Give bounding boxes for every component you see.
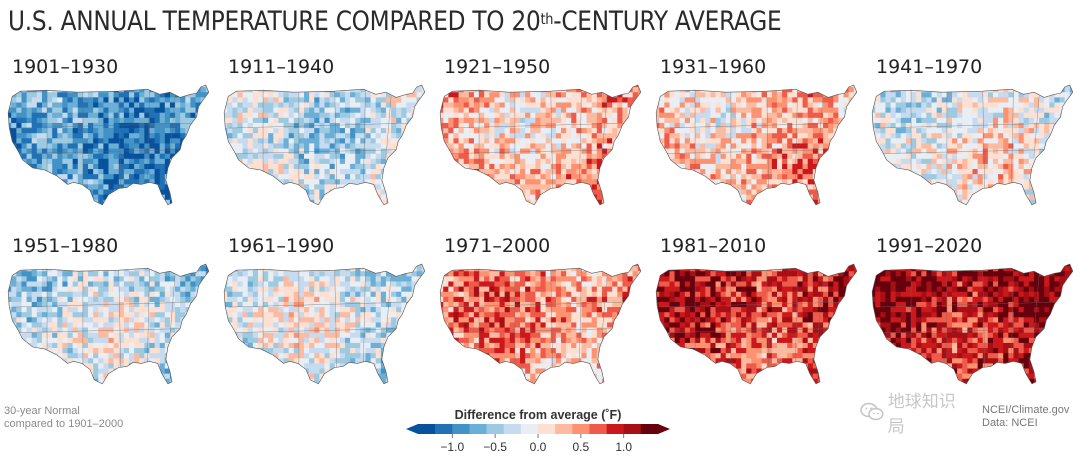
us-temperature-map [871, 84, 1074, 206]
legend-swatch [486, 424, 505, 434]
legend-swatch [520, 424, 539, 434]
credit-line: NCEI/Climate.gov [982, 404, 1070, 416]
legend-colorbar: −1.0 −0.5 0.0 0.5 1.0 [406, 424, 670, 454]
map-panel: 1941–1970 [870, 56, 1080, 231]
legend-swatch [572, 424, 590, 434]
map-panel: 1931–1960 [654, 56, 864, 231]
map-panel: 1911–1940 [222, 56, 432, 231]
period-label: 1921–1950 [444, 56, 551, 78]
legend-swatch [606, 424, 625, 434]
period-label: 1991–2020 [876, 235, 983, 257]
chart-title: U.S. ANNUAL TEMPERATURE COMPARED TO 20th… [8, 6, 782, 37]
legend-swatch [589, 424, 607, 434]
period-label: 1911–1940 [228, 56, 335, 78]
legend-tick-label: −0.5 [483, 440, 507, 454]
legend-title: Difference from average (˚F) [454, 408, 622, 422]
footnote: 30-year Normal compared to 1901–2000 [4, 405, 123, 431]
watermark: 地球知识局 [860, 392, 972, 437]
watermark-text: 地球知识局 [887, 392, 956, 437]
legend-swatch [469, 424, 487, 434]
period-label: 1981–2010 [660, 235, 767, 257]
period-label: 1931–1960 [660, 56, 767, 78]
us-temperature-map [871, 263, 1074, 385]
wechat-logo-icon [860, 402, 884, 421]
legend-swatch [640, 424, 659, 434]
legend-tick-label: 0.5 [573, 440, 590, 454]
legend-swatch [538, 424, 556, 434]
credit-line: Data: NCEI [982, 417, 1038, 429]
map-panel: 1971–2000 [438, 235, 648, 410]
color-legend: Difference from average (˚F) −1.0 −0.5 0.0… [404, 408, 672, 456]
legend-arrow-right [658, 424, 670, 434]
period-label: 1961–1990 [228, 235, 335, 257]
period-label: 1971–2000 [444, 235, 551, 257]
legend-swatch [435, 424, 453, 434]
us-temperature-map [439, 263, 642, 385]
us-temperature-map [655, 84, 858, 206]
footnote-line: 30-year Normal [4, 405, 80, 417]
credit: NCEI/Climate.gov Data: NCEI [982, 404, 1069, 430]
legend-swatch [623, 424, 642, 434]
legend-swatch [555, 424, 573, 434]
map-panel: 1991–2020 [870, 235, 1080, 410]
legend-swatch [418, 424, 436, 434]
map-panel: 1961–1990 [222, 235, 432, 410]
us-temperature-map [223, 263, 426, 385]
us-temperature-map [655, 263, 858, 385]
map-panel: 1921–1950 [438, 56, 648, 231]
period-label: 1951–1980 [12, 235, 119, 257]
us-temperature-map [439, 84, 642, 206]
period-label: 1941–1970 [876, 56, 983, 78]
us-temperature-map [223, 84, 426, 206]
legend-swatch [452, 424, 470, 434]
legend-tick-label: 0.0 [530, 440, 547, 454]
period-label: 1901–1930 [12, 56, 119, 78]
us-temperature-map [7, 263, 210, 385]
legend-tick-label: −1.0 [440, 440, 464, 454]
map-panel: 1951–1980 [6, 235, 216, 410]
legend-swatch [503, 424, 522, 434]
us-temperature-map [7, 84, 210, 206]
legend-arrow-left [406, 424, 418, 434]
legend-tick-label: 1.0 [615, 440, 632, 454]
map-panel: 1901–1930 [6, 56, 216, 231]
map-panel: 1981–2010 [654, 235, 864, 410]
footnote-line: compared to 1901–2000 [4, 418, 124, 430]
